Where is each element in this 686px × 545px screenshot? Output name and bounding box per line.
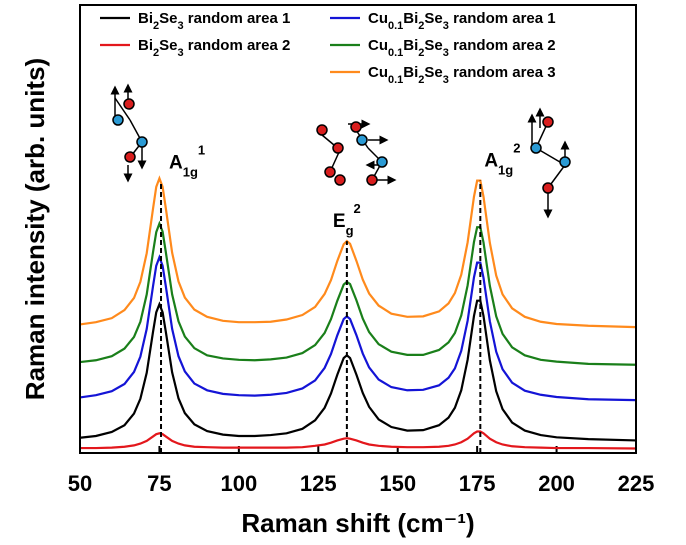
x-tick-label: 100 — [220, 471, 257, 496]
x-tick-label: 200 — [538, 471, 575, 496]
legend-entry: Bi2Se3 random area 2 — [100, 37, 290, 59]
peak-label: A1g1 — [169, 143, 205, 180]
x-tick-label: 175 — [459, 471, 496, 496]
legend-label: Bi2Se3 random area 2 — [138, 37, 290, 59]
legend-entry: Cu0.1Bi2Se3 random area 3 — [330, 64, 556, 86]
legend-entry: Bi2Se3 random area 1 — [100, 10, 290, 32]
mode-icon-eg2 — [316, 119, 397, 186]
spectrum-line — [79, 175, 637, 329]
x-tick-label: 75 — [147, 471, 171, 496]
legend-label: Cu0.1Bi2Se3 random area 1 — [368, 10, 556, 32]
x-tick-label: 125 — [300, 471, 337, 496]
legend-label: Bi2Se3 random area 1 — [138, 10, 290, 32]
peak-label-base: E — [333, 211, 346, 232]
peak-label-sub: 1g — [183, 164, 198, 179]
x-axis-title: Raman shift (cm⁻¹) — [241, 508, 474, 538]
peak-label: A1g2 — [484, 141, 520, 178]
mode-icon-a1g1 — [110, 83, 148, 183]
spectrum-line — [80, 430, 637, 450]
peak-label-sub: 1g — [498, 162, 513, 177]
peak-label-base: A — [169, 153, 183, 174]
x-tick-label: 225 — [618, 471, 655, 496]
peak-label-base: A — [484, 151, 498, 172]
legend-entry: Cu0.1Bi2Se3 random area 2 — [330, 37, 556, 59]
spectrum-line — [79, 299, 637, 442]
peak-label-sup: 1 — [198, 143, 205, 158]
spectrum-line — [79, 220, 637, 366]
peak-label-sup: 2 — [513, 141, 520, 156]
x-tick-label: 150 — [379, 471, 416, 496]
y-axis-title: Raman intensity (arb. units) — [20, 58, 50, 400]
legend-entry: Cu0.1Bi2Se3 random area 1 — [330, 10, 556, 32]
legend-label: Cu0.1Bi2Se3 random area 3 — [368, 64, 556, 86]
spectrum-line — [79, 254, 637, 402]
plot-frame — [79, 4, 637, 454]
crystal-icons — [110, 83, 571, 219]
legend-label: Cu0.1Bi2Se3 random area 2 — [368, 37, 556, 59]
peak-label: Eg2 — [333, 201, 361, 238]
x-tick-label: 50 — [68, 471, 92, 496]
peak-label-sup: 2 — [354, 201, 361, 216]
mode-icon-a1g2 — [527, 107, 571, 219]
peak-label-sub: g — [346, 223, 354, 238]
